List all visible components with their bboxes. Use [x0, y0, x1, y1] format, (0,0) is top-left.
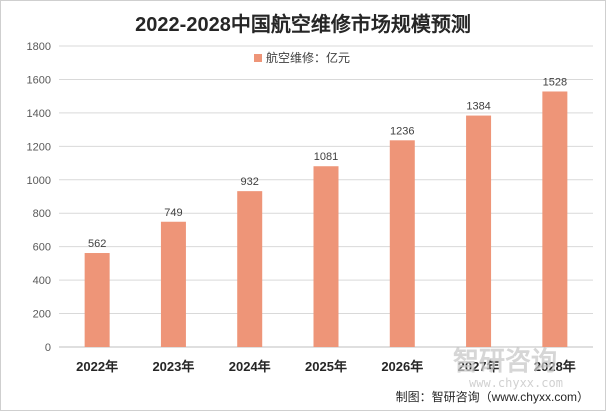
watermark-text: 智研咨询 [453, 346, 557, 377]
y-tick-label: 1400 [27, 108, 51, 120]
x-tick-label: 2025年 [305, 359, 347, 374]
data-label: 1384 [466, 101, 490, 113]
y-axis-ticks: 0 200 400 600 800 1000 1200 1400 1600 1800 [27, 41, 51, 354]
data-label: 749 [164, 207, 182, 219]
y-tick-label: 0 [45, 342, 51, 354]
legend: 航空维修：亿元 [254, 50, 350, 65]
data-labels: 562 749 932 1081 1236 1384 1528 [88, 76, 567, 250]
bar [313, 166, 339, 347]
data-label: 1081 [314, 151, 338, 163]
y-tick-label: 400 [33, 275, 51, 287]
y-tick-label: 1800 [27, 41, 51, 53]
bars [84, 91, 568, 348]
legend-swatch [254, 54, 262, 62]
y-tick-label: 800 [33, 208, 51, 220]
chart-title: 2022-2028中国航空维修市场规模预测 [135, 12, 471, 36]
x-axis-ticks: 2022年 2023年 2024年 2025年 2026年 2027年 2028年 [76, 359, 576, 374]
bar [389, 140, 415, 347]
y-tick-label: 1000 [27, 175, 51, 187]
x-tick-label: 2023年 [152, 359, 194, 374]
x-tick-label: 2028年 [534, 359, 576, 374]
legend-label: 航空维修：亿元 [266, 50, 350, 65]
bar [160, 221, 186, 347]
data-label: 562 [88, 238, 106, 250]
data-label: 1236 [390, 125, 414, 137]
y-tick-label: 1600 [27, 74, 51, 86]
watermark-url: www.chyxx.com [469, 376, 563, 390]
data-label: 1528 [543, 76, 567, 88]
bar [84, 253, 110, 347]
y-tick-label: 1200 [27, 141, 51, 153]
y-tick-label: 200 [33, 309, 51, 321]
data-label: 932 [241, 176, 259, 188]
x-tick-label: 2026年 [381, 359, 423, 374]
x-tick-label: 2027年 [458, 359, 500, 374]
y-tick-label: 600 [33, 242, 51, 254]
bar [237, 191, 263, 347]
x-tick-label: 2024年 [229, 359, 271, 374]
watermark: 智研咨询 www.chyxx.com [453, 346, 563, 390]
bar [466, 115, 492, 347]
source-credit: 制图：智研咨询（www.chyxx.com） [396, 389, 589, 404]
bar [542, 91, 568, 348]
x-tick-label: 2022年 [76, 359, 118, 374]
